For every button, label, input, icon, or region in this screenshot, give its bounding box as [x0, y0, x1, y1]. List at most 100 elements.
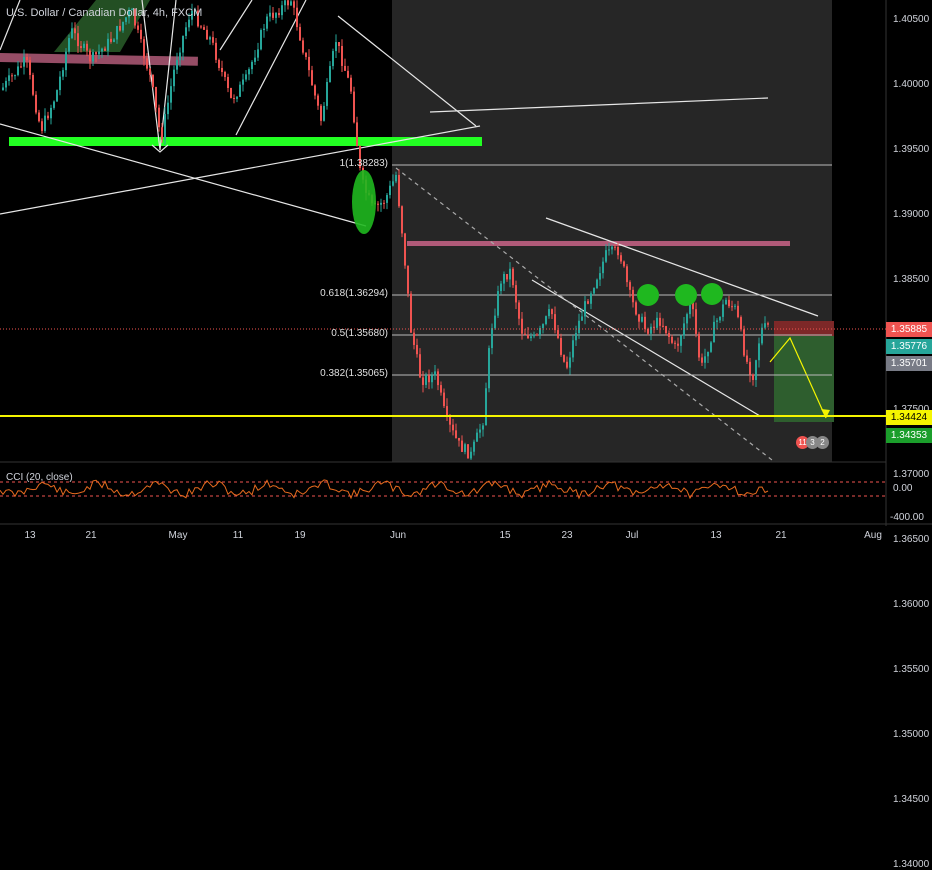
event-marker-splits[interactable]: 2 — [816, 436, 829, 449]
candle-body — [446, 406, 448, 416]
fib-label: 0.618(1.36294) — [320, 288, 388, 299]
candle-body — [401, 206, 403, 234]
candle-body — [686, 314, 688, 324]
fib-lines[interactable] — [392, 164, 832, 376]
candle-body — [554, 314, 556, 331]
price-badge: 1.34424 — [886, 410, 932, 425]
candle-body — [206, 29, 208, 40]
candle-body — [299, 27, 301, 41]
candle-body — [284, 0, 286, 6]
fib-label: 0.382(1.35065) — [320, 368, 388, 379]
candle-body — [719, 316, 721, 321]
candle-body — [233, 97, 235, 99]
candle-body — [389, 185, 391, 196]
event-marker-earnings[interactable]: 11 — [796, 436, 809, 449]
candle-body — [245, 74, 247, 80]
candle-body — [713, 321, 715, 343]
candle-body — [17, 66, 19, 76]
candle-body — [167, 102, 169, 115]
candle-body — [404, 233, 406, 266]
candle-body — [68, 38, 70, 52]
candle-body — [11, 75, 13, 77]
candle-body — [350, 77, 352, 92]
candle-body — [344, 65, 346, 71]
green-dot-3 — [701, 283, 723, 305]
candle-body — [266, 16, 268, 29]
candle-body — [242, 79, 244, 85]
candle-body — [461, 440, 463, 452]
candle-body — [83, 43, 85, 48]
candle-body — [545, 316, 547, 325]
candle-body — [257, 49, 259, 58]
candle-body — [32, 74, 34, 95]
candle-body — [602, 261, 604, 274]
chart-canvas[interactable] — [0, 0, 932, 550]
candle-body — [338, 42, 340, 47]
candle-body — [104, 48, 106, 51]
candle-body — [464, 444, 466, 452]
candle-body — [20, 66, 22, 68]
date-tick: May — [168, 530, 188, 541]
candle-body — [557, 330, 559, 339]
projection-arrow — [769, 336, 827, 419]
candle-body — [443, 392, 445, 407]
candle-body — [572, 340, 574, 358]
cci-line — [0, 479, 769, 500]
price-tick: 1.38500 — [893, 274, 930, 285]
candle-body — [503, 273, 505, 284]
candle-body — [278, 13, 280, 16]
candle-body — [437, 371, 439, 386]
candle-body — [527, 334, 529, 339]
candle-body — [722, 304, 724, 317]
symbol-title[interactable]: U.S. Dollar / Canadian Dollar, 4h, FXCM — [6, 7, 203, 19]
candle-body — [476, 432, 478, 442]
candle-body — [614, 246, 616, 248]
cci-tick-min: -400.00 — [890, 512, 924, 523]
candle-body — [458, 437, 460, 441]
trendlines[interactable] — [0, 0, 819, 461]
candle-body — [431, 375, 433, 383]
candle-body — [149, 68, 151, 75]
candle-body — [173, 69, 175, 87]
candle-body — [506, 273, 508, 280]
candle-body — [521, 318, 523, 334]
candle-body — [179, 52, 181, 61]
price-badge: 1.35776 — [886, 339, 932, 354]
highlight-region — [392, 0, 832, 462]
candle-body — [197, 10, 199, 27]
candle-body — [512, 268, 514, 286]
candle-body — [656, 317, 658, 328]
candle-body — [416, 344, 418, 355]
price-tick: 1.37500 — [893, 404, 929, 415]
candle-body — [71, 28, 73, 39]
candle-body — [29, 60, 31, 75]
candle-body — [479, 429, 481, 433]
candle-body — [77, 33, 79, 47]
candle-body — [611, 246, 613, 250]
green-dot-1 — [637, 284, 659, 306]
candle-body — [191, 10, 193, 20]
candle-body — [152, 74, 154, 87]
candle-body — [620, 255, 622, 262]
candle-body — [746, 355, 748, 362]
date-tick: 15 — [499, 530, 511, 541]
price-tick: 1.37000 — [893, 469, 930, 480]
price-badge: 1.35885 — [886, 322, 932, 337]
candle-body — [221, 67, 223, 73]
candle-body — [308, 56, 310, 71]
candle-body — [485, 388, 487, 426]
indicator-title[interactable]: CCI (20, close) — [6, 472, 73, 483]
candle-body — [605, 250, 607, 262]
event-marker-dividends[interactable]: 3 — [806, 436, 819, 449]
price-tick: 1.40500 — [893, 14, 930, 25]
cci-tick-zero: 0.00 — [893, 483, 913, 494]
candle-body — [125, 17, 127, 22]
candle-body — [509, 268, 511, 280]
candle-body — [629, 282, 631, 290]
candle-body — [194, 10, 196, 12]
green-ellipse-marker — [352, 170, 376, 234]
candle-body — [236, 96, 238, 99]
candle-body — [290, 1, 292, 6]
candle-body — [74, 28, 76, 34]
candles — [2, 0, 769, 460]
